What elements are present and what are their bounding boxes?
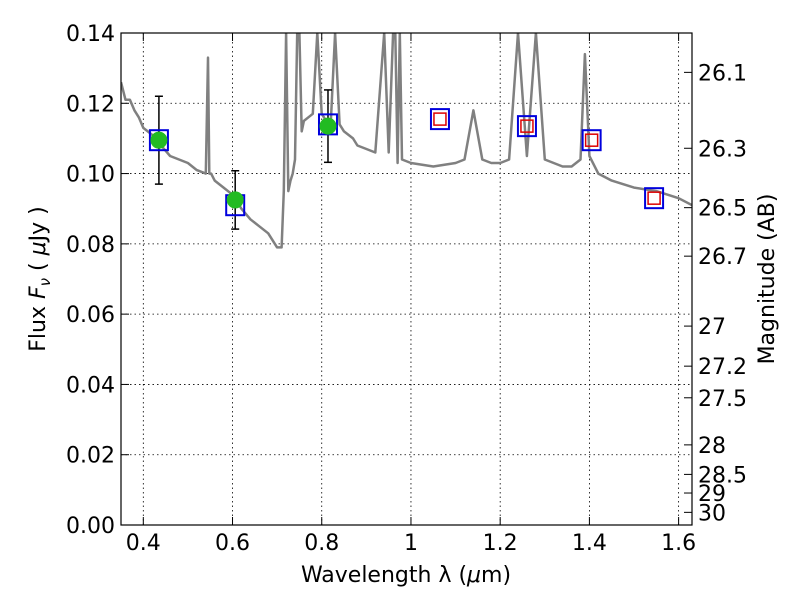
y2-tick-label: 26.5 bbox=[698, 197, 747, 222]
model-spectrum-line bbox=[121, 33, 692, 249]
model-photometry-box bbox=[429, 108, 450, 131]
y2-tick-label: 30 bbox=[698, 501, 726, 526]
y-axis-label: Flux Fν ( μJy ) bbox=[26, 206, 54, 351]
y2-tick-label: 27.2 bbox=[698, 355, 747, 380]
y-tick-label: 0.14 bbox=[66, 22, 115, 47]
x-tick-label: 0.8 bbox=[304, 531, 339, 556]
model-photometry-box bbox=[148, 129, 169, 152]
observed-flux-point bbox=[226, 191, 244, 209]
x-tick-label: 1 bbox=[404, 531, 418, 556]
predicted-flux-box bbox=[433, 112, 447, 126]
y2-tick-label: 26.3 bbox=[698, 137, 747, 162]
y2-tick-label: 29 bbox=[698, 482, 726, 507]
y-tick-label: 0.00 bbox=[66, 514, 115, 539]
y-tick-label: 0.08 bbox=[66, 233, 115, 258]
x-tick-label: 1.4 bbox=[572, 531, 607, 556]
predicted-flux-box bbox=[647, 191, 661, 205]
x-axis-label: Wavelength λ (μm) bbox=[301, 563, 511, 588]
y-tick-label: 0.06 bbox=[66, 303, 115, 328]
predicted-flux-box bbox=[584, 133, 599, 147]
plot-area bbox=[121, 33, 692, 249]
observed-flux-point bbox=[150, 131, 168, 149]
model-photometry-box bbox=[644, 187, 665, 210]
y-tick-label: 0.12 bbox=[66, 92, 115, 117]
grid-lines bbox=[121, 32, 692, 526]
y-tick-label: 0.02 bbox=[66, 444, 115, 469]
x-tick-label: 0.6 bbox=[215, 531, 250, 556]
markers bbox=[148, 89, 665, 230]
y2-tick-label: 28 bbox=[698, 434, 726, 459]
y2-tick-label: 26.7 bbox=[698, 245, 747, 270]
plot-frame bbox=[120, 32, 693, 526]
y2-tick-label: 27 bbox=[698, 315, 726, 340]
y-tick-label: 0.10 bbox=[66, 163, 115, 188]
observed-flux-point bbox=[319, 117, 337, 135]
x-tick-label: 1.6 bbox=[661, 531, 696, 556]
y2-tick-label: 26.1 bbox=[698, 61, 747, 86]
model-photometry-box bbox=[516, 115, 537, 138]
y2-tick-label: 28.5 bbox=[698, 463, 747, 488]
y2-axis-label: Magnitude (AB) bbox=[755, 194, 780, 365]
predicted-flux-box bbox=[520, 119, 534, 133]
y-tick-label: 0.04 bbox=[66, 373, 115, 398]
model-photometry-box bbox=[581, 129, 602, 152]
ticks: 0.4 0.6 0.8 1 1.2 1.4 1.6 0.00 0.02 0.04 0.06 0.08 0… bbox=[66, 22, 747, 556]
x-tick-label: 0.4 bbox=[126, 531, 161, 556]
y2-tick-label: 27.5 bbox=[698, 387, 747, 412]
x-tick-label: 1.2 bbox=[483, 531, 518, 556]
